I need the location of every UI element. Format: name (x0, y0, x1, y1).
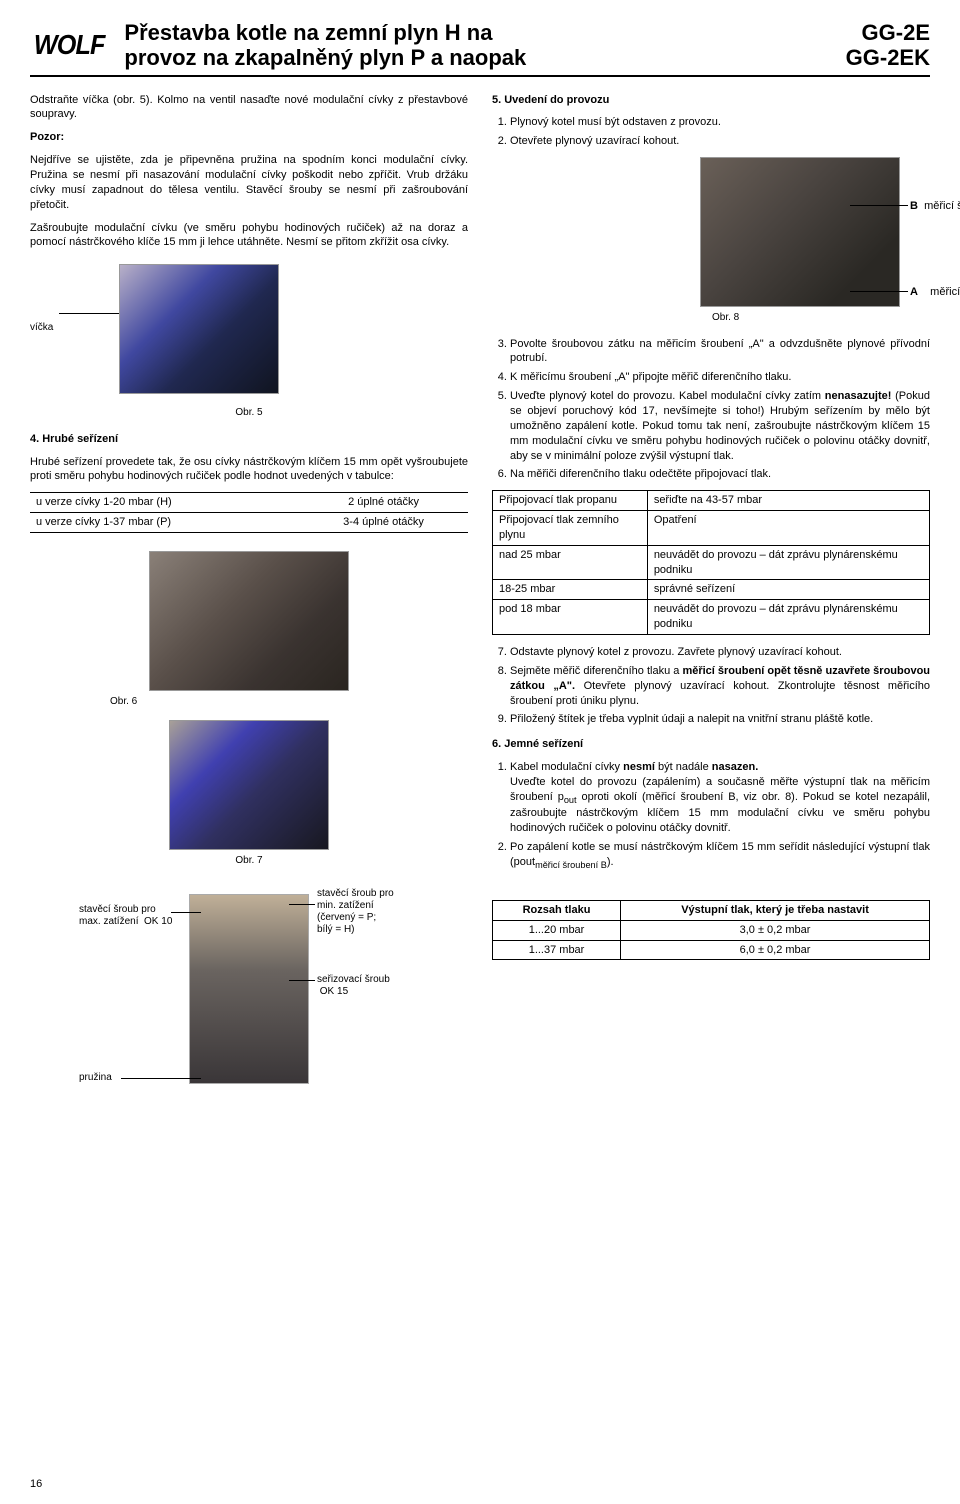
press-h1: Rozsah tlaku (493, 900, 621, 920)
fig8-photo (700, 157, 900, 307)
left-pozor: Pozor: (30, 130, 468, 145)
code-1: GG-2E (846, 20, 930, 45)
table-row: 18-25 mbar správné seřízení (493, 580, 930, 600)
gauge-label-3: seřizovací šroub OK 15 (317, 974, 399, 998)
title-block: Přestavba kotle na zemní plyn H na provo… (124, 20, 833, 71)
press-r2c1: 1...37 mbar (493, 940, 621, 960)
fig8-label-a: A měřicí šroubení (910, 285, 960, 300)
sec5-step8: Sejměte měřič diferenčního tlaku a měřic… (510, 664, 930, 709)
sec4-head: 4. Hrubé seřízení (30, 432, 468, 447)
sec5-steps-a: Plynový kotel musí být odstaven z provoz… (510, 115, 930, 149)
table-row: 1...37 mbar 6,0 ± 0,2 mbar (493, 940, 930, 960)
left-column: Odstraňte víčka (obr. 5). Kolmo na venti… (30, 93, 468, 880)
sec5-step4: K měřicímu šroubení „A" připojte měřič d… (510, 370, 930, 385)
table-row: pod 18 mbar neuvádět do provozu – dát zp… (493, 600, 930, 635)
conn-r2c1: Připojovací tlak zemního plynu (493, 511, 648, 546)
left-p1: Odstraňte víčka (obr. 5). Kolmo na venti… (30, 93, 468, 123)
model-codes: GG-2E GG-2EK (846, 20, 930, 71)
fig6-caption: Obr. 6 (110, 695, 468, 709)
leader-line (289, 980, 315, 981)
fig8-label-b: B B měřicí šroubeníměřicí šroubení (910, 199, 960, 214)
leader-line (59, 313, 119, 314)
connection-table: Připojovací tlak propanu seřiďte na 43-5… (492, 490, 930, 635)
sec6-step1: Kabel modulační cívky nesmí být nadále n… (510, 760, 930, 836)
press-r1c1: 1...20 mbar (493, 920, 621, 940)
fig8-caption: Obr. 8 (712, 311, 930, 325)
conn-r1c2: seřiďte na 43-57 mbar (647, 491, 929, 511)
sec5-head: 5. Uvedení do provozu (492, 93, 930, 108)
sec6-step2: Po zapálení kotle se musí nástrčkovým kl… (510, 840, 930, 871)
table-row: u verze cívky 1-20 mbar (H) 2 úplné otáč… (30, 493, 468, 513)
code-2: GG-2EK (846, 45, 930, 70)
title-line2: provoz na zkapalněný plyn P a naopak (124, 45, 833, 70)
gauge-photo (189, 894, 309, 1084)
pozor-label: Pozor: (30, 131, 64, 143)
turns-table: u verze cívky 1-20 mbar (H) 2 úplné otáč… (30, 492, 468, 533)
table-row: Připojovací tlak propanu seřiďte na 43-5… (493, 491, 930, 511)
pressure-table: Rozsah tlaku Výstupní tlak, který je tře… (492, 900, 930, 961)
sec5-step1: Plynový kotel musí být odstaven z provoz… (510, 115, 930, 130)
gauge-label-1: stavěcí šroub promax. zatížení OK 10 (79, 904, 179, 928)
sec5-step7: Odstavte plynový kotel z provozu. Zavřet… (510, 645, 930, 660)
sec5-steps-c: Odstavte plynový kotel z provozu. Zavřet… (510, 645, 930, 727)
turns-r1c1: u verze cívky 1-20 mbar (H) (30, 493, 299, 513)
press-r1c2: 3,0 ± 0,2 mbar (621, 920, 930, 940)
conn-r3c1: nad 25 mbar (493, 545, 648, 580)
table-row: Připojovací tlak zemního plynu Opatření (493, 511, 930, 546)
leader-line (850, 291, 908, 292)
sec5-steps-b: Povolte šroubovou zátku na měřicím šroub… (510, 337, 930, 483)
gauge-figure: stavěcí šroub promax. zatížení OK 10 sta… (99, 894, 399, 1104)
conn-r2c2: Opatření (647, 511, 929, 546)
press-r2c2: 6,0 ± 0,2 mbar (621, 940, 930, 960)
leader-line (171, 912, 201, 913)
leader-line (289, 904, 315, 905)
bottom-left: stavěcí šroub promax. zatížení OK 10 sta… (30, 894, 468, 1104)
leader-line (121, 1078, 201, 1079)
gauge-label-2: stavěcí šroub promin. zatížení(červený =… (317, 888, 427, 936)
table-row: Rozsah tlaku Výstupní tlak, který je tře… (493, 900, 930, 920)
conn-r1c1: Připojovací tlak propanu (493, 491, 648, 511)
title-line1: Přestavba kotle na zemní plyn H na (124, 20, 833, 45)
main-columns: Odstraňte víčka (obr. 5). Kolmo na venti… (30, 93, 930, 880)
fig7-photo (169, 720, 329, 850)
header: WOLF Přestavba kotle na zemní plyn H na … (30, 20, 930, 77)
fig8-wrap: B B měřicí šroubeníměřicí šroubení A měř… (700, 157, 930, 307)
left-p3: Zašroubujte modulační cívku (ve směru po… (30, 221, 468, 251)
leader-line (850, 205, 908, 206)
fig5-row: víčka (30, 258, 468, 398)
table-row: nad 25 mbar neuvádět do provozu – dát zp… (493, 545, 930, 580)
fig5-caption: Obr. 5 (30, 406, 468, 420)
right-column: 5. Uvedení do provozu Plynový kotel musí… (492, 93, 930, 880)
sec5-step6: Na měřiči diferenčního tlaku odečtěte př… (510, 467, 930, 482)
logo-text: WOLF (34, 26, 105, 64)
bottom-row: stavěcí šroub promax. zatížení OK 10 sta… (30, 894, 930, 1104)
sec4-p: Hrubé seřízení provedete tak, že osu cív… (30, 455, 468, 485)
table-row: 1...20 mbar 3,0 ± 0,2 mbar (493, 920, 930, 940)
bottom-right: Rozsah tlaku Výstupní tlak, který je tře… (492, 894, 930, 961)
gauge-label-4: pružina (79, 1072, 112, 1084)
sec5-step3: Povolte šroubovou zátku na měřicím šroub… (510, 337, 930, 367)
page-number: 16 (30, 1477, 42, 1492)
fig7-caption: Obr. 7 (30, 854, 468, 868)
sec5-step2: Otevřete plynový uzavírací kohout. (510, 134, 930, 149)
turns-r2c2: 3-4 úplné otáčky (299, 513, 468, 533)
vicka-label: víčka (30, 321, 53, 335)
turns-r1c2: 2 úplné otáčky (299, 493, 468, 513)
conn-r3c2: neuvádět do provozu – dát zprávu plynáre… (647, 545, 929, 580)
conn-r5c2: neuvádět do provozu – dát zprávu plynáre… (647, 600, 929, 635)
logo: WOLF (30, 26, 108, 64)
fig6-photo (149, 551, 349, 691)
sec5-step5: Uveďte plynový kotel do provozu. Kabel m… (510, 389, 930, 463)
conn-r4c1: 18-25 mbar (493, 580, 648, 600)
fig5-photo (119, 264, 279, 394)
conn-r4c2: správné seřízení (647, 580, 929, 600)
left-p2: Nejdříve se ujistěte, zda je připevněna … (30, 153, 468, 212)
turns-r2c1: u verze cívky 1-37 mbar (P) (30, 513, 299, 533)
sec6-head: 6. Jemné seřízení (492, 737, 930, 752)
sec5-step9: Přiložený štítek je třeba vyplnit údaji … (510, 712, 930, 727)
table-row: u verze cívky 1-37 mbar (P) 3-4 úplné ot… (30, 513, 468, 533)
sec6-steps: Kabel modulační cívky nesmí být nadále n… (510, 760, 930, 871)
conn-r5c1: pod 18 mbar (493, 600, 648, 635)
press-h2: Výstupní tlak, který je třeba nastavit (621, 900, 930, 920)
